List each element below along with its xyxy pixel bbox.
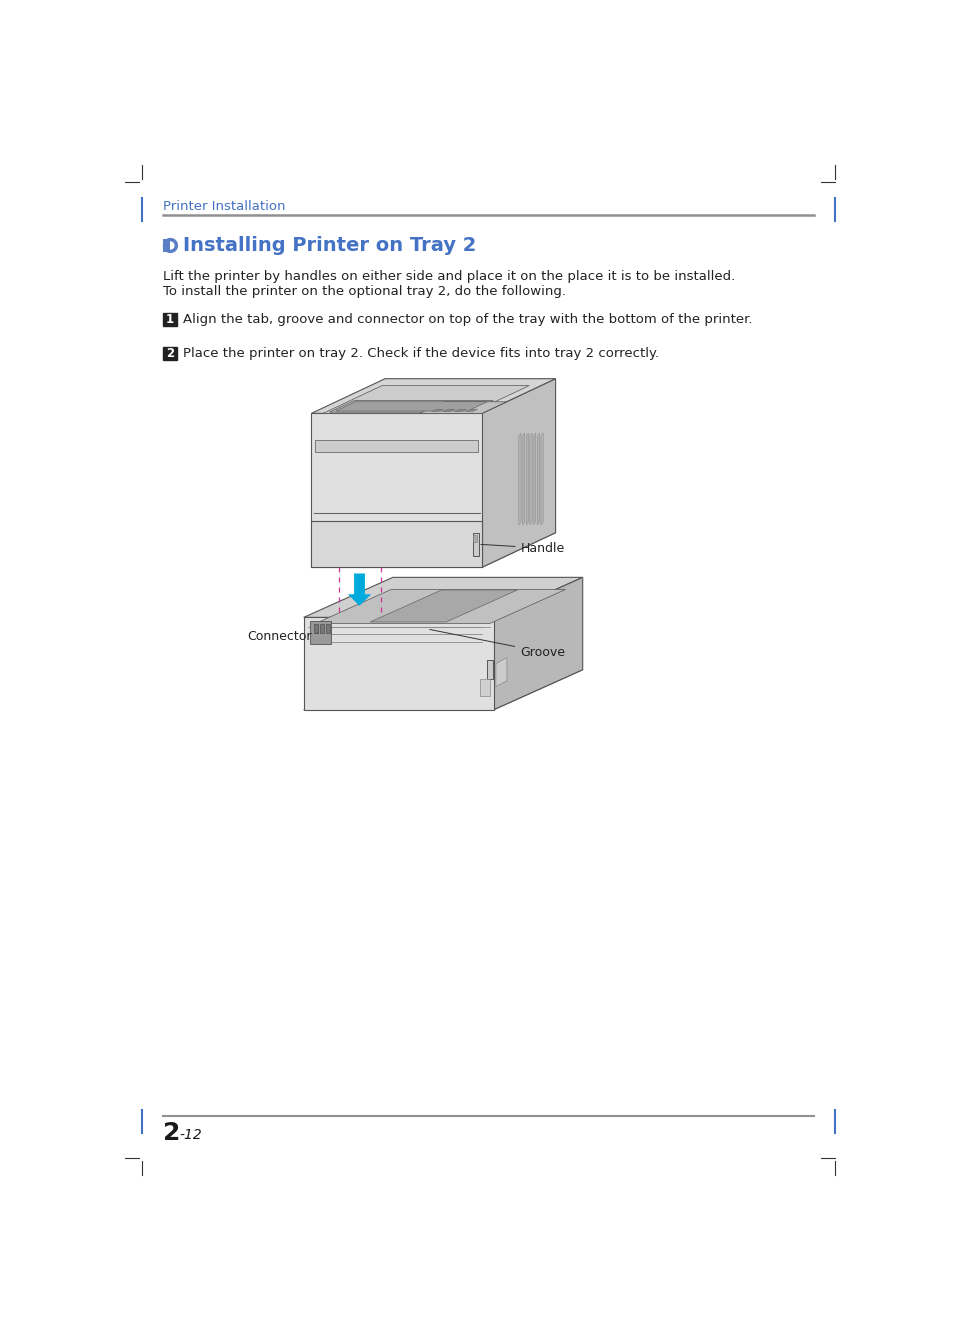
Text: Connector: Connector [247,630,317,644]
Text: To install the printer on the optional tray 2, do the following.: To install the printer on the optional t… [163,285,566,299]
Text: Align the tab, groove and connector on top of the tray with the bottom of the pr: Align the tab, groove and connector on t… [183,313,752,326]
Polygon shape [487,660,493,679]
Polygon shape [522,433,524,525]
Polygon shape [466,409,477,411]
Polygon shape [311,522,481,568]
Text: 2: 2 [166,348,173,360]
Polygon shape [315,441,477,451]
Circle shape [163,239,177,252]
Polygon shape [348,573,371,606]
Polygon shape [443,409,454,411]
Polygon shape [326,624,330,633]
Polygon shape [303,577,582,617]
Polygon shape [540,433,542,525]
Polygon shape [303,670,582,710]
Text: Installing Printer on Tray 2: Installing Printer on Tray 2 [183,236,476,255]
FancyBboxPatch shape [163,313,176,326]
Polygon shape [303,617,493,710]
Polygon shape [310,621,331,645]
Polygon shape [455,409,465,411]
Polygon shape [472,532,478,556]
Polygon shape [370,591,517,622]
Text: Lift the printer by handles on either side and place it on the place it is to be: Lift the printer by handles on either si… [163,269,735,283]
Polygon shape [329,401,493,413]
Polygon shape [525,433,528,525]
Circle shape [167,242,173,249]
Polygon shape [319,624,323,633]
Polygon shape [315,589,565,624]
Polygon shape [314,624,317,633]
Text: Place the printer on tray 2. Check if the device fits into tray 2 correctly.: Place the printer on tray 2. Check if th… [183,348,659,360]
Text: Groove: Groove [430,629,564,658]
Polygon shape [163,239,171,252]
Polygon shape [323,386,529,413]
Polygon shape [419,402,506,413]
Polygon shape [481,378,555,568]
Polygon shape [479,679,489,695]
Polygon shape [537,433,539,525]
Polygon shape [518,433,520,525]
Polygon shape [473,535,476,541]
Polygon shape [311,378,555,413]
Polygon shape [533,433,536,525]
Polygon shape [529,433,532,525]
Text: -12: -12 [179,1128,202,1141]
Text: 1: 1 [166,313,173,326]
Polygon shape [493,577,582,710]
FancyBboxPatch shape [163,348,176,360]
Polygon shape [431,409,442,411]
Polygon shape [311,532,555,568]
Polygon shape [335,402,487,411]
Text: Handle: Handle [480,541,564,555]
Text: Printer Installation: Printer Installation [163,200,286,214]
Polygon shape [496,658,506,686]
Polygon shape [311,413,481,568]
Text: 2: 2 [163,1120,181,1144]
